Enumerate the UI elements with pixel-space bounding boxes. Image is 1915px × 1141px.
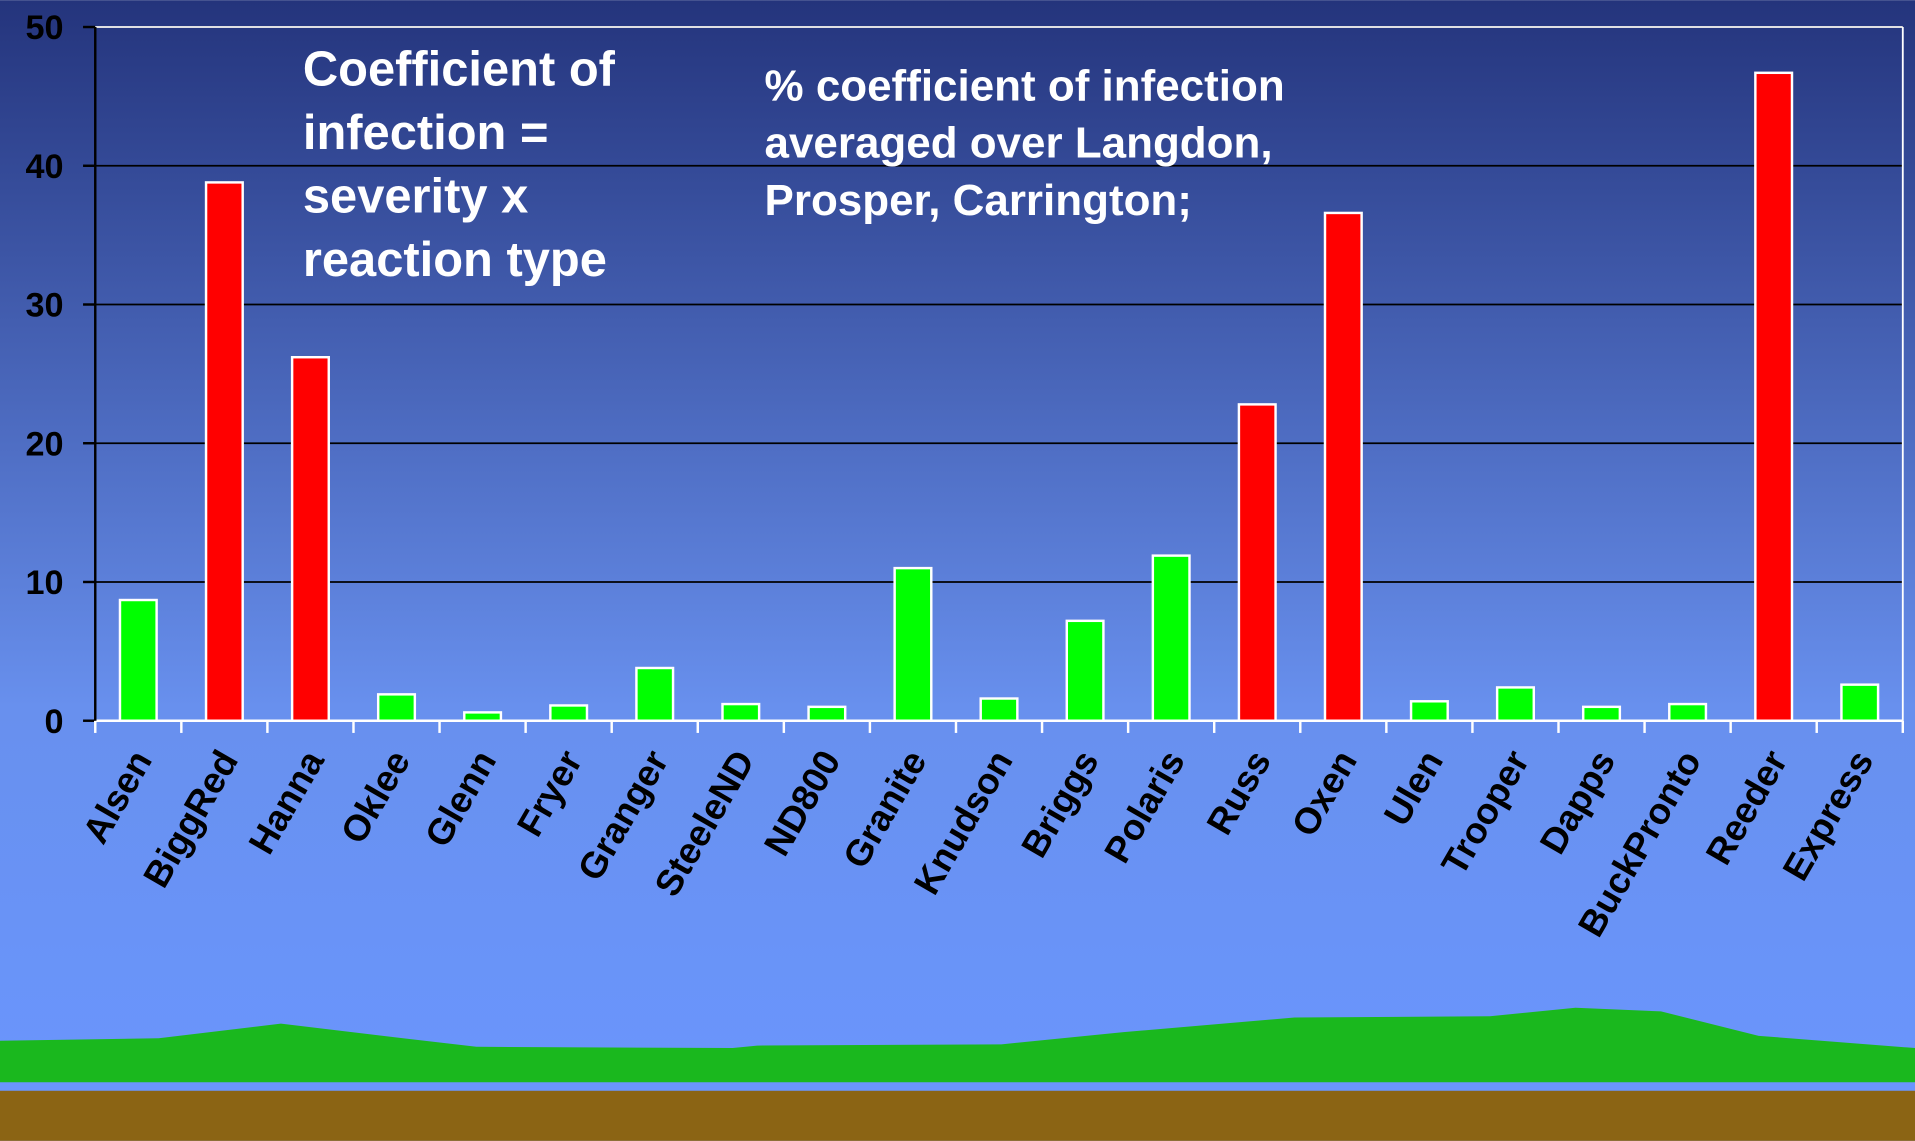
y-tick-label: 30 — [25, 287, 63, 325]
bar — [1495, 686, 1536, 722]
bar — [721, 702, 761, 722]
bar — [1323, 211, 1363, 722]
y-tick-label: 50 — [25, 9, 63, 47]
annotation: % coefficient of infection — [765, 61, 1285, 110]
bar — [1065, 619, 1105, 722]
hills — [0, 1007, 1915, 1083]
bar — [635, 666, 675, 722]
bar — [1151, 554, 1191, 722]
bar — [1668, 702, 1708, 722]
bar — [1840, 683, 1880, 722]
bar — [1581, 705, 1622, 722]
annotation: infection = — [303, 106, 549, 160]
bar — [549, 704, 589, 722]
bar — [893, 566, 933, 722]
bar — [1754, 71, 1794, 722]
annotation: Coefficient of — [303, 43, 616, 97]
y-tick-label: 0 — [44, 703, 63, 741]
y-tick-label: 40 — [25, 148, 63, 186]
annotation: averaged over Langdon, — [765, 119, 1273, 168]
bar — [1237, 403, 1277, 722]
bar — [463, 711, 503, 722]
bar — [807, 705, 847, 722]
annotation: Prosper, Carrington; — [765, 176, 1192, 225]
bar — [1409, 700, 1449, 722]
bar — [118, 598, 158, 722]
annotation: severity x — [303, 170, 528, 224]
y-tick-label: 10 — [25, 564, 63, 602]
annotation: reaction type — [303, 233, 607, 287]
bar — [290, 356, 330, 722]
bar — [979, 697, 1019, 722]
bar — [376, 693, 417, 722]
ground — [0, 1090, 1915, 1141]
y-tick-label: 20 — [25, 425, 63, 463]
bar — [204, 181, 244, 722]
